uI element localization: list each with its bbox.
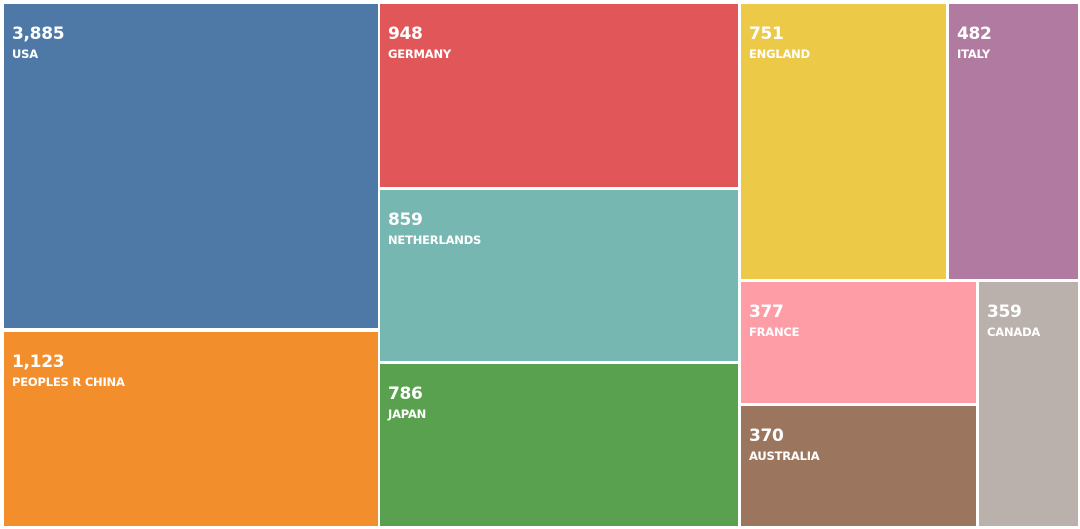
tile-label-japan: JAPAN — [388, 407, 427, 421]
treemap-tile-germany[interactable]: 948 GERMANY — [380, 4, 738, 187]
tile-value-japan: 786 — [388, 384, 423, 404]
tile-label-germany: GERMANY — [388, 47, 452, 61]
tile-label-france: FRANCE — [749, 325, 800, 339]
tile-value-england: 751 — [749, 24, 784, 44]
tile-label-england: ENGLAND — [749, 47, 810, 61]
treemap-tile-england[interactable]: 751 ENGLAND — [741, 4, 946, 279]
treemap-tile-australia[interactable]: 370 AUSTRALIA — [741, 406, 976, 526]
treemap-tile-italy[interactable]: 482 ITALY — [949, 4, 1078, 279]
tile-value-germany: 948 — [388, 24, 423, 44]
tile-value-netherlands: 859 — [388, 210, 423, 230]
treemap-tile-netherlands[interactable]: 859 NETHERLANDS — [380, 190, 738, 361]
tile-value-canada: 359 — [987, 302, 1022, 322]
tile-value-usa: 3,885 — [12, 24, 65, 44]
tile-value-australia: 370 — [749, 426, 784, 446]
treemap-tile-france[interactable]: 377 FRANCE — [741, 282, 976, 403]
treemap-tile-japan[interactable]: 786 JAPAN — [380, 364, 738, 526]
tile-label-australia: AUSTRALIA — [749, 449, 820, 463]
treemap-tile-usa[interactable]: 3,885 USA — [4, 4, 378, 328]
treemap-tile-peoples-r-china[interactable]: 1,123 PEOPLES R CHINA — [4, 332, 378, 526]
tile-value-peoples-r-china: 1,123 — [12, 352, 65, 372]
tile-label-usa: USA — [12, 47, 38, 61]
tile-label-italy: ITALY — [957, 47, 990, 61]
tile-value-italy: 482 — [957, 24, 992, 44]
tile-value-france: 377 — [749, 302, 784, 322]
treemap-tile-canada[interactable]: 359 CANADA — [979, 282, 1078, 526]
tile-label-netherlands: NETHERLANDS — [388, 233, 482, 247]
tile-label-peoples-r-china: PEOPLES R CHINA — [12, 375, 125, 389]
tile-label-canada: CANADA — [987, 325, 1041, 339]
